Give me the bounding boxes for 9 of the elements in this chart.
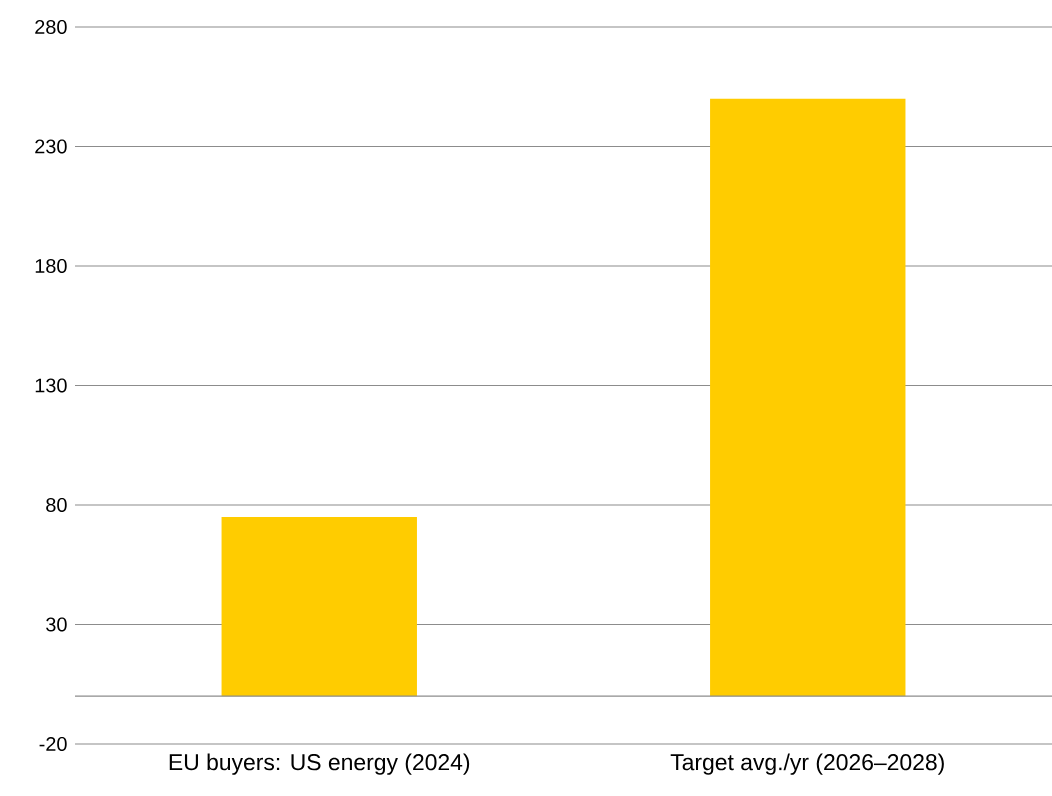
x-tick-label: Target avg./yr (2026–2028) [670, 753, 944, 775]
y-tick-label: 80 [46, 497, 67, 513]
y-tick-label: 280 [35, 19, 67, 35]
x-tick-label: EU buyers: US energy (2024) [169, 753, 470, 775]
y-tick-label: 180 [35, 258, 67, 274]
y-tick-label: 230 [35, 139, 67, 154]
y-tick-label: 130 [35, 378, 67, 393]
y-tick-label: 30 [46, 617, 67, 632]
y-tick-label: -20 [39, 736, 67, 752]
